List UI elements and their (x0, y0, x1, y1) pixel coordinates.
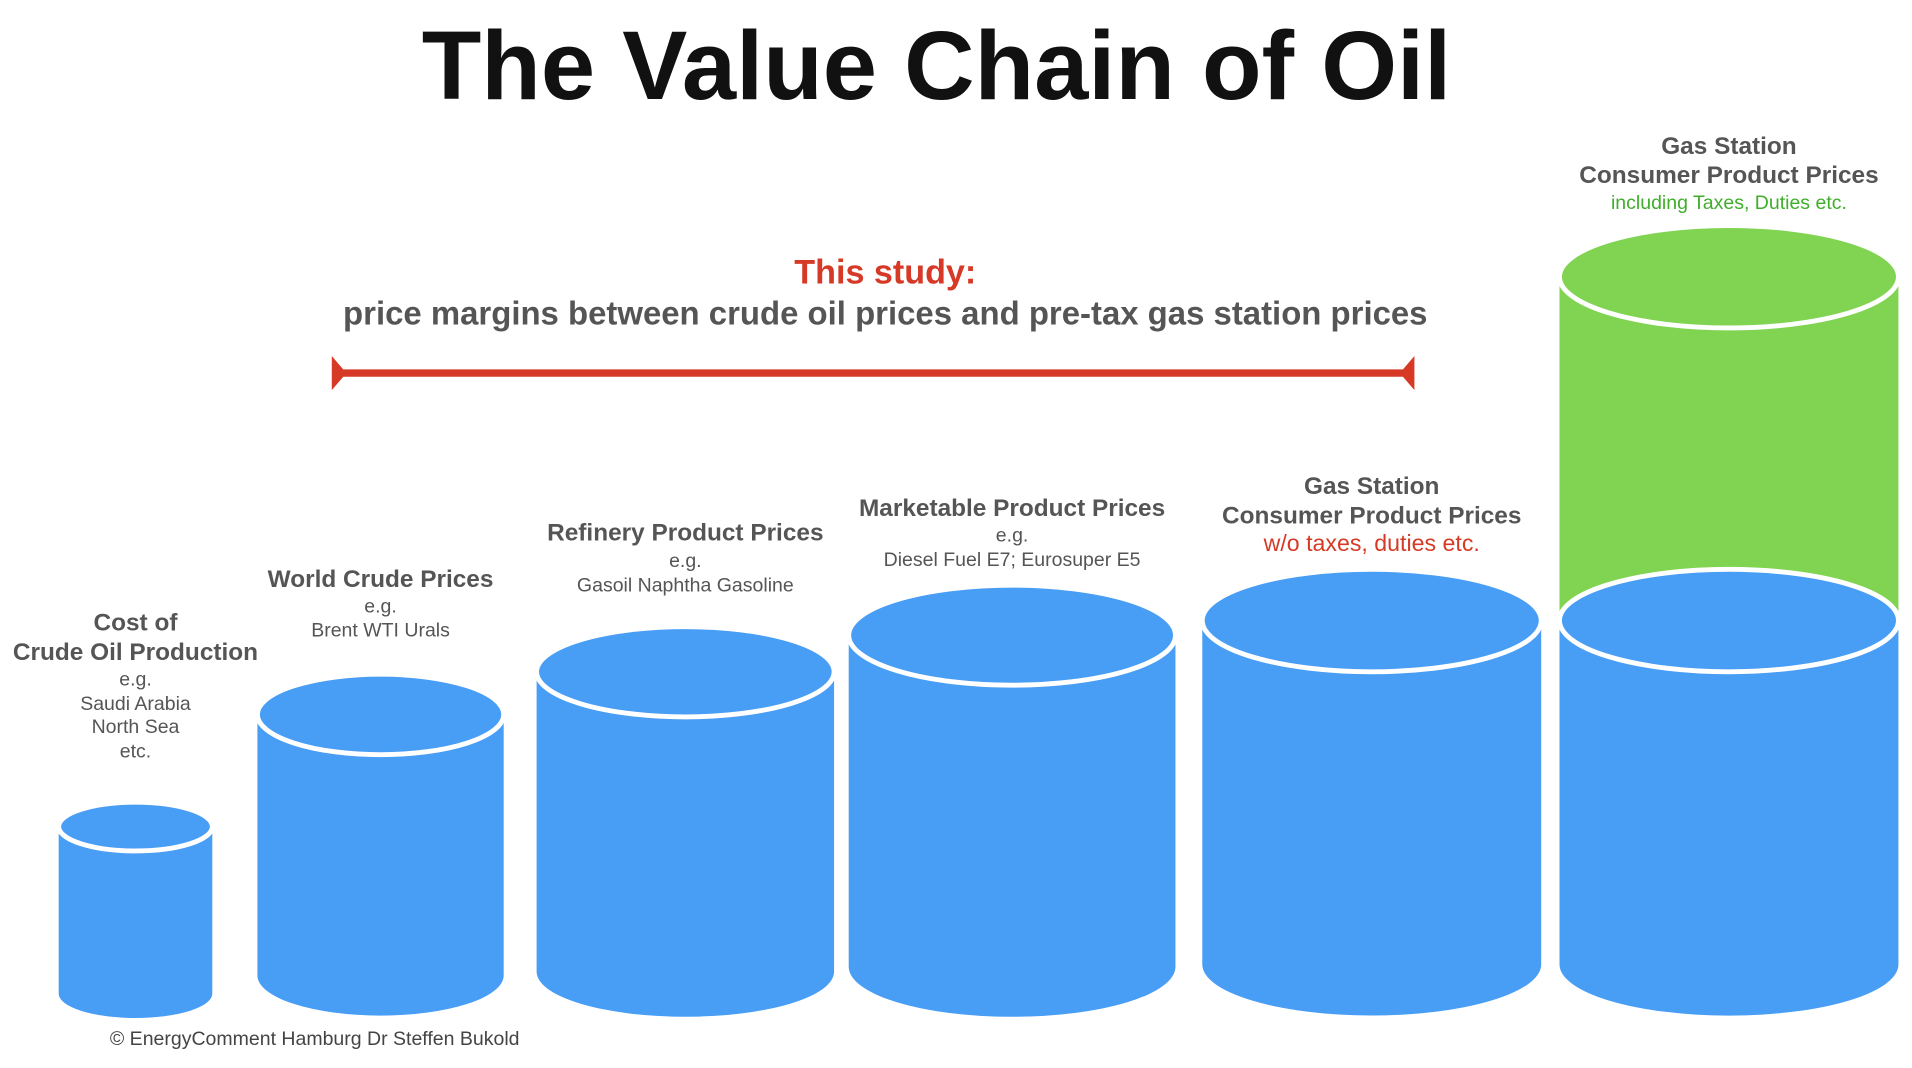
cylinder-top (254, 671, 507, 758)
cylinder-body (257, 714, 504, 1016)
cylinder-body (1559, 276, 1899, 672)
cylinder-top (56, 799, 215, 854)
cylinder-body (58, 826, 213, 1019)
range-end (331, 356, 347, 391)
stage-title: Consumer Product Prices (1222, 502, 1521, 529)
stage-title: Gas Station (1661, 133, 1796, 160)
stage-example: e.g. (364, 595, 397, 617)
stage-example: Diesel Fuel E7; Eurosuper E5 (884, 549, 1141, 571)
stage-example: e.g. (669, 550, 702, 572)
stage-example: North Sea (92, 716, 180, 738)
cylinder-body (848, 635, 1176, 1017)
stage-title: Consumer Product Prices (1579, 162, 1878, 189)
cylinder-body (1559, 620, 1899, 1016)
stage-note: w/o taxes, duties etc. (1263, 530, 1480, 556)
stage-title: Crude Oil Production (13, 639, 258, 666)
stage-title: Cost of (94, 610, 179, 637)
cylinder-top (1199, 566, 1544, 675)
cylinder-top (1557, 223, 1901, 331)
cylinder-body (536, 671, 835, 1017)
stage-note: including Taxes, Duties etc. (1611, 192, 1847, 214)
stage-example: etc. (120, 740, 151, 762)
study-text: price margins between crude oil prices a… (343, 294, 1427, 331)
stage-title: Marketable Product Prices (859, 495, 1165, 522)
study-heading: This study: (794, 253, 976, 291)
stage-title: Refinery Product Prices (547, 519, 823, 546)
range-end (1399, 356, 1415, 391)
title: The Value Chain of Oil (422, 11, 1451, 120)
stage-example: e.g. (119, 668, 152, 690)
cylinder-body (1202, 620, 1542, 1016)
stage-example: Gasoil Naphtha Gasoline (577, 575, 794, 597)
stage-example: Saudi Arabia (80, 693, 191, 715)
cylinder-top (1557, 566, 1901, 675)
cylinder-top (534, 624, 837, 720)
stage-title: World Crude Prices (268, 566, 494, 593)
stage-example: Brent WTI Urals (311, 620, 450, 642)
cylinder-top (846, 582, 1178, 688)
stage-title: Gas Station (1304, 473, 1439, 500)
footer: © EnergyComment Hamburg Dr Steffen Bukol… (110, 1028, 520, 1050)
stage-example: e.g. (996, 525, 1029, 547)
